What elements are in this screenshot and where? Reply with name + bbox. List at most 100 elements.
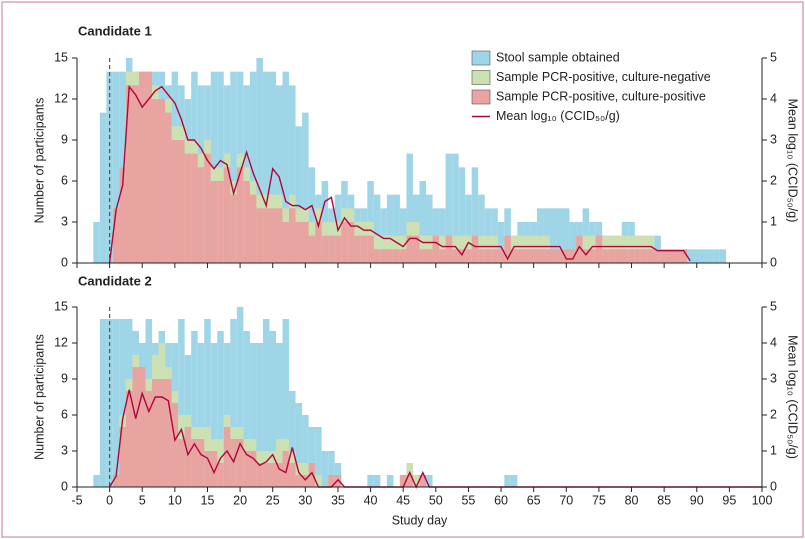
bar — [660, 249, 668, 263]
bar — [165, 112, 172, 264]
x-tick-label: 95 — [722, 493, 736, 507]
bar — [595, 235, 603, 263]
bar — [465, 194, 472, 263]
bar — [210, 451, 218, 487]
x-tick-label: 55 — [461, 493, 475, 507]
y-axis-label: Number of participants — [32, 98, 46, 224]
x-tick-label: 30 — [298, 493, 312, 507]
bar — [556, 249, 564, 263]
bar — [289, 85, 296, 263]
y2-tick-label: 1 — [770, 443, 777, 457]
bar — [536, 208, 544, 263]
bar — [426, 475, 433, 487]
bar — [308, 427, 316, 487]
bar — [700, 249, 707, 263]
y-tick-label: 9 — [61, 132, 68, 146]
bar — [223, 427, 231, 487]
bar — [452, 153, 459, 263]
bar — [93, 222, 100, 263]
bar — [282, 319, 290, 487]
bar — [262, 208, 270, 263]
bar — [667, 249, 674, 263]
bar — [608, 249, 616, 263]
bar — [178, 319, 185, 487]
x-tick-label: 20 — [233, 493, 247, 507]
bar — [412, 235, 420, 263]
bar — [295, 403, 303, 487]
y-tick-label: 0 — [61, 479, 68, 493]
y2-axis-label: Mean log₁₀ (CCID₅₀/g) — [786, 99, 800, 223]
bar — [275, 208, 283, 263]
bar — [256, 208, 263, 263]
bar — [269, 71, 276, 264]
bar — [647, 249, 655, 263]
x-tick-label: 5 — [139, 493, 146, 507]
panel-title: Candidate 2 — [78, 273, 152, 288]
bar — [275, 343, 283, 487]
y2-tick-label: 5 — [770, 50, 777, 64]
x-tick-label: 10 — [168, 493, 182, 507]
bar — [341, 222, 348, 263]
x-tick-label: 50 — [429, 493, 443, 507]
y2-tick-label: 4 — [770, 335, 777, 349]
x-tick-label: 0 — [106, 493, 113, 507]
bar — [439, 249, 446, 263]
y2-axis-label: Mean log₁₀ (CCID₅₀/g) — [786, 335, 800, 459]
bar — [321, 235, 329, 263]
bar — [452, 249, 459, 263]
bar — [458, 249, 466, 263]
bar — [138, 71, 146, 264]
bar — [243, 181, 250, 263]
bar — [706, 249, 714, 263]
bar — [530, 249, 537, 263]
bar — [478, 194, 485, 263]
bar — [262, 71, 270, 264]
bar — [419, 181, 427, 263]
bar — [543, 249, 550, 263]
bar — [393, 194, 400, 263]
bar — [373, 194, 381, 263]
bar — [256, 58, 263, 263]
bar — [367, 235, 374, 263]
bar — [289, 208, 296, 263]
bar — [510, 249, 518, 263]
bar — [471, 167, 479, 263]
bar — [93, 475, 100, 487]
bar — [210, 343, 218, 487]
bar — [321, 451, 329, 487]
bar — [386, 475, 394, 487]
bar — [328, 451, 335, 487]
bar — [373, 249, 381, 263]
bar — [289, 463, 296, 487]
bar — [634, 249, 642, 263]
bar — [217, 331, 224, 487]
y-tick-label: 12 — [54, 335, 68, 349]
bar — [282, 222, 290, 263]
bar — [217, 181, 224, 263]
bar — [478, 249, 485, 263]
bar — [373, 475, 381, 487]
y2-tick-label: 2 — [770, 407, 777, 421]
bar — [197, 343, 205, 487]
bar — [132, 85, 139, 263]
bar — [171, 140, 179, 263]
bar — [334, 475, 342, 487]
bar — [289, 391, 296, 487]
bar — [269, 463, 276, 487]
bar — [582, 249, 590, 263]
bar — [315, 427, 322, 487]
bar — [328, 475, 335, 487]
bar — [654, 249, 661, 263]
panel-title: Candidate 1 — [78, 23, 152, 38]
bar — [158, 99, 166, 263]
bar — [191, 153, 198, 263]
bar — [295, 222, 303, 263]
bar — [621, 249, 629, 263]
bar — [217, 463, 224, 487]
bar — [145, 391, 153, 487]
bar — [302, 222, 309, 263]
x-tick-label: 65 — [527, 493, 541, 507]
bar — [249, 343, 257, 487]
x-tick-label: 15 — [201, 493, 215, 507]
